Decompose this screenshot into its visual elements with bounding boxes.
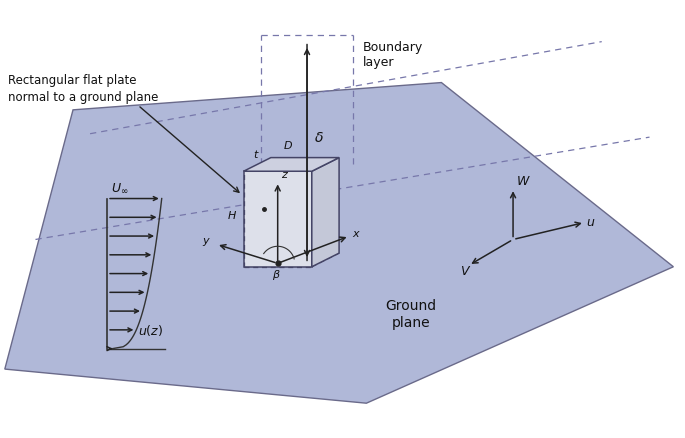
Text: x: x [353, 230, 360, 240]
Polygon shape [312, 158, 339, 267]
Text: $u(z)$: $u(z)$ [138, 323, 163, 338]
Text: $\beta$: $\beta$ [272, 268, 281, 283]
Text: D: D [284, 141, 292, 151]
Text: V: V [460, 265, 469, 278]
Polygon shape [5, 82, 673, 403]
Text: W: W [516, 175, 529, 188]
Text: t: t [253, 150, 258, 159]
Polygon shape [244, 171, 312, 267]
Text: z: z [281, 170, 287, 180]
Text: y: y [203, 236, 210, 246]
Text: Ground
plane: Ground plane [385, 300, 436, 330]
Text: Boundary
layer: Boundary layer [363, 41, 423, 69]
Text: u: u [587, 216, 595, 229]
Text: H: H [228, 211, 236, 221]
Text: Rectangular flat plate
normal to a ground plane: Rectangular flat plate normal to a groun… [8, 74, 159, 104]
Text: $\delta$: $\delta$ [314, 131, 324, 145]
Polygon shape [244, 158, 339, 171]
Text: $U_\infty$: $U_\infty$ [110, 182, 128, 195]
